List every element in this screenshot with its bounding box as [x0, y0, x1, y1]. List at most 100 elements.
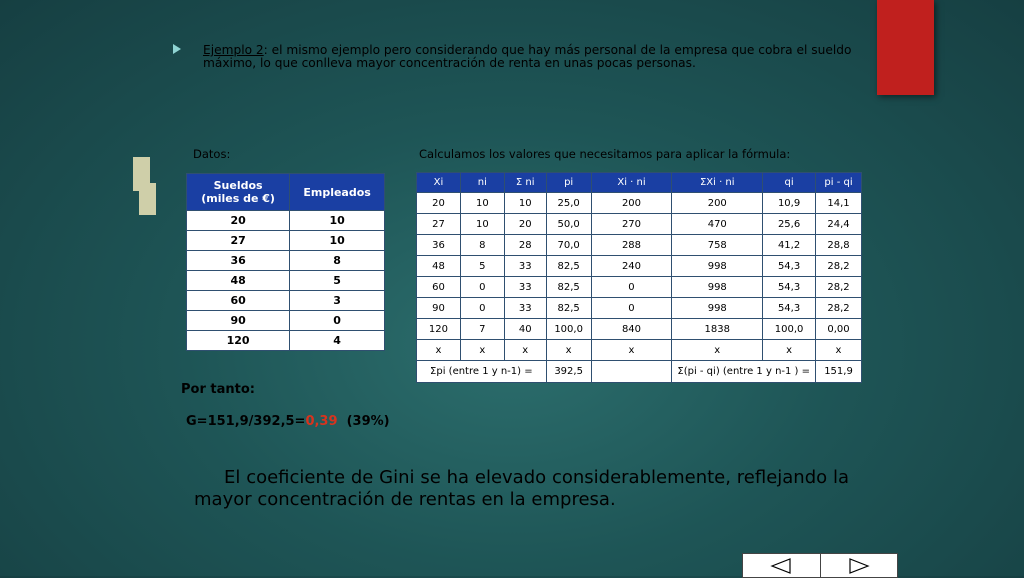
datos-header-row: Sueldos (miles de €) Empleados [185, 173, 385, 211]
table-cell: 20 [503, 213, 547, 235]
calc-header-cell: Xi [416, 172, 461, 193]
table-cell: 82,5 [545, 297, 592, 319]
table-cell: 33 [503, 276, 547, 298]
table-cell: x [459, 339, 505, 361]
table-cell: 998 [671, 255, 764, 277]
table-cell: 120 [416, 318, 461, 340]
datos-caption: Datos: [193, 147, 231, 161]
sum-diff-label: Σ(pi - qi) (entre 1 y n-1 ) = [671, 360, 817, 383]
table-cell: 200 [590, 192, 673, 214]
table-cell: 10 [459, 213, 505, 235]
table-row: 20 10 10 25,0 200 200 10,9 14,1 [416, 192, 862, 214]
table-cell: 0,00 [815, 318, 862, 340]
calc-sum-row: Σpi (entre 1 y n-1) = 392,5 Σ(pi - qi) (… [416, 360, 862, 383]
table-cell: x [671, 339, 764, 361]
table-cell: 28,8 [815, 234, 862, 256]
table-cell: 33 [503, 255, 547, 277]
intro-text: : el mismo ejemplo pero considerando que… [203, 43, 852, 70]
calc-caption: Calculamos los valores que necesitamos p… [419, 147, 791, 161]
table-cell: 7 [459, 318, 505, 340]
table-cell: 40 [503, 318, 547, 340]
decorative-block-top [133, 157, 150, 191]
table-row: 36 8 28 70,0 288 758 41,2 28,8 [416, 234, 862, 256]
table-cell: 10 [289, 230, 385, 251]
table-cell: 54,3 [762, 255, 817, 277]
table-cell: 470 [671, 213, 764, 235]
table-cell: 54,3 [762, 297, 817, 319]
table-cell: 240 [590, 255, 673, 277]
calc-header-cell: pi - qi [815, 172, 862, 193]
table-cell: 33 [503, 297, 547, 319]
gini-suffix: (39%) [337, 414, 390, 429]
table-row: 120 7 40 100,0 840 1838 100,0 0,00 [416, 318, 862, 340]
table-cell: 0 [590, 276, 673, 298]
table-row: 36 8 [185, 250, 385, 271]
slide-nav [742, 553, 898, 578]
table-row: 48 5 33 82,5 240 998 54,3 28,2 [416, 255, 862, 277]
table-cell: 70,0 [545, 234, 592, 256]
table-cell: 0 [289, 310, 385, 331]
table-cell: 200 [671, 192, 764, 214]
table-cell: 50,0 [545, 213, 592, 235]
table-cell: 10 [459, 192, 505, 214]
sum-diff-value: 151,9 [815, 360, 862, 383]
triangle-right-icon [849, 557, 870, 574]
prev-slide-button[interactable] [743, 554, 821, 577]
decorative-block-bottom [139, 183, 156, 215]
table-cell: 28,2 [815, 255, 862, 277]
table-cell: 5 [289, 270, 385, 291]
datos-header-cell: Sueldos (miles de €) [185, 173, 291, 211]
conclusion-paragraph: El coeficiente de Gini se ha elevado con… [194, 467, 849, 510]
table-cell: 840 [590, 318, 673, 340]
table-cell: 36 [185, 250, 291, 271]
intro-paragraph: Ejemplo 2: el mismo ejemplo pero conside… [203, 44, 853, 70]
table-row: 90 0 [185, 310, 385, 331]
table-cell: 28,2 [815, 276, 862, 298]
sum-pi-value: 392,5 [545, 360, 592, 383]
sum-pi-label: Σpi (entre 1 y n-1) = [416, 360, 547, 383]
table-row: 27 10 [185, 230, 385, 251]
table-cell: x [416, 339, 461, 361]
table-row: 90 0 33 82,5 0 998 54,3 28,2 [416, 297, 862, 319]
table-cell: x [815, 339, 862, 361]
table-cell: 24,4 [815, 213, 862, 235]
table-cell: 100,0 [762, 318, 817, 340]
table-cell: 998 [671, 276, 764, 298]
table-cell: 41,2 [762, 234, 817, 256]
table-cell: 0 [590, 297, 673, 319]
table-cell: 10,9 [762, 192, 817, 214]
table-cell: 0 [459, 276, 505, 298]
calc-header-cell: ΣXi · ni [671, 172, 764, 193]
table-cell: 758 [671, 234, 764, 256]
table-row: 60 0 33 82,5 0 998 54,3 28,2 [416, 276, 862, 298]
calc-header-cell: Xi · ni [590, 172, 673, 193]
next-slide-button[interactable] [821, 554, 898, 577]
table-cell: 60 [185, 290, 291, 311]
table-cell: 48 [416, 255, 461, 277]
table-cell: 270 [590, 213, 673, 235]
table-row: 27 10 20 50,0 270 470 25,6 24,4 [416, 213, 862, 235]
gini-value: 0,39 [305, 414, 338, 429]
table-cell: 1838 [671, 318, 764, 340]
calc-header-cell: pi [545, 172, 592, 193]
table-cell: 36 [416, 234, 461, 256]
table-cell: x [762, 339, 817, 361]
table-cell: 28 [503, 234, 547, 256]
table-cell: 998 [671, 297, 764, 319]
table-cell: 25,0 [545, 192, 592, 214]
table-cell: 48 [185, 270, 291, 291]
table-cell: 0 [459, 297, 505, 319]
table-cell: 20 [416, 192, 461, 214]
table-cell: 28,2 [815, 297, 862, 319]
table-cell: 5 [459, 255, 505, 277]
table-cell: 120 [185, 330, 291, 351]
table-cell: 8 [289, 250, 385, 271]
table-cell: x [545, 339, 592, 361]
table-cell: 4 [289, 330, 385, 351]
table-cell: 10 [503, 192, 547, 214]
calc-header-cell: qi [762, 172, 817, 193]
table-cell: 288 [590, 234, 673, 256]
red-corner-tab [877, 0, 934, 95]
table-cell: 54,3 [762, 276, 817, 298]
